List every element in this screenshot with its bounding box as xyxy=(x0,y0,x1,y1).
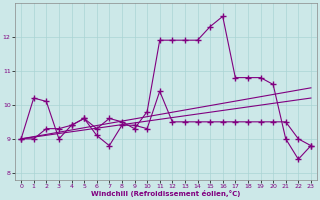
X-axis label: Windchill (Refroidissement éolien,°C): Windchill (Refroidissement éolien,°C) xyxy=(91,190,241,197)
